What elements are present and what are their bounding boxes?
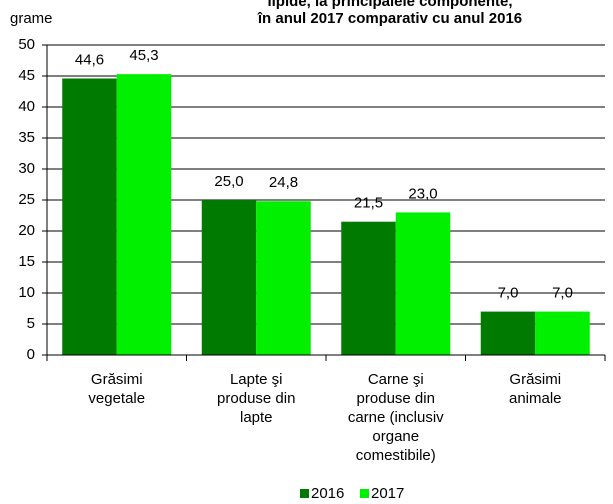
y-tick-label: 0 — [27, 346, 35, 363]
legend-swatch — [300, 489, 309, 498]
y-tick-label: 15 — [18, 253, 35, 270]
x-tick-label: Grăsimi — [509, 371, 561, 388]
value-label: 21,5 — [354, 195, 383, 212]
y-axis-label: grame — [10, 10, 53, 27]
chart-title: în anul 2017 comparativ cu anul 2016 — [257, 10, 522, 27]
value-label: 45,3 — [129, 47, 158, 64]
value-label: 23,0 — [408, 185, 437, 202]
bar — [116, 74, 172, 355]
bar — [341, 221, 396, 355]
value-label: 7,0 — [552, 285, 573, 302]
bar — [395, 212, 451, 355]
value-label: 24,8 — [269, 174, 298, 191]
x-tick-label: organe — [372, 428, 419, 445]
value-label: 7,0 — [498, 285, 519, 302]
y-tick-label: 40 — [18, 98, 35, 115]
bar — [535, 311, 590, 355]
x-tick-label: carne (inclusiv — [348, 409, 444, 426]
y-tick-label: 35 — [18, 129, 35, 146]
chart-title: lipide, la principalele componente, — [267, 0, 512, 10]
bar — [62, 78, 117, 355]
y-tick-label: 5 — [27, 315, 35, 332]
x-tick-label: produse din — [217, 390, 295, 407]
legend-swatch — [360, 489, 369, 498]
bar — [201, 200, 257, 355]
x-tick-label: vegetale — [88, 390, 145, 407]
legend-label: 2016 — [311, 485, 344, 502]
y-tick-label: 50 — [18, 36, 35, 53]
y-tick-label: 25 — [18, 191, 35, 208]
x-tick-label: lapte — [240, 409, 273, 426]
x-tick-label: produse din — [357, 390, 435, 407]
x-tick-label: Carne şi — [368, 371, 424, 388]
y-tick-label: 45 — [18, 67, 35, 84]
x-tick-label: animale — [509, 390, 562, 407]
x-tick-label: Grăsimi — [91, 371, 143, 388]
y-tick-label: 20 — [18, 222, 35, 239]
bar — [256, 201, 311, 355]
x-tick-label: Lapte şi — [230, 371, 283, 388]
y-tick-label: 30 — [18, 160, 35, 177]
y-tick-label: 10 — [18, 284, 35, 301]
value-label: 25,0 — [214, 173, 243, 190]
value-label: 44,6 — [75, 51, 104, 68]
bar — [480, 311, 536, 355]
x-tick-label: comestibile) — [356, 447, 436, 464]
legend-label: 2017 — [371, 485, 404, 502]
